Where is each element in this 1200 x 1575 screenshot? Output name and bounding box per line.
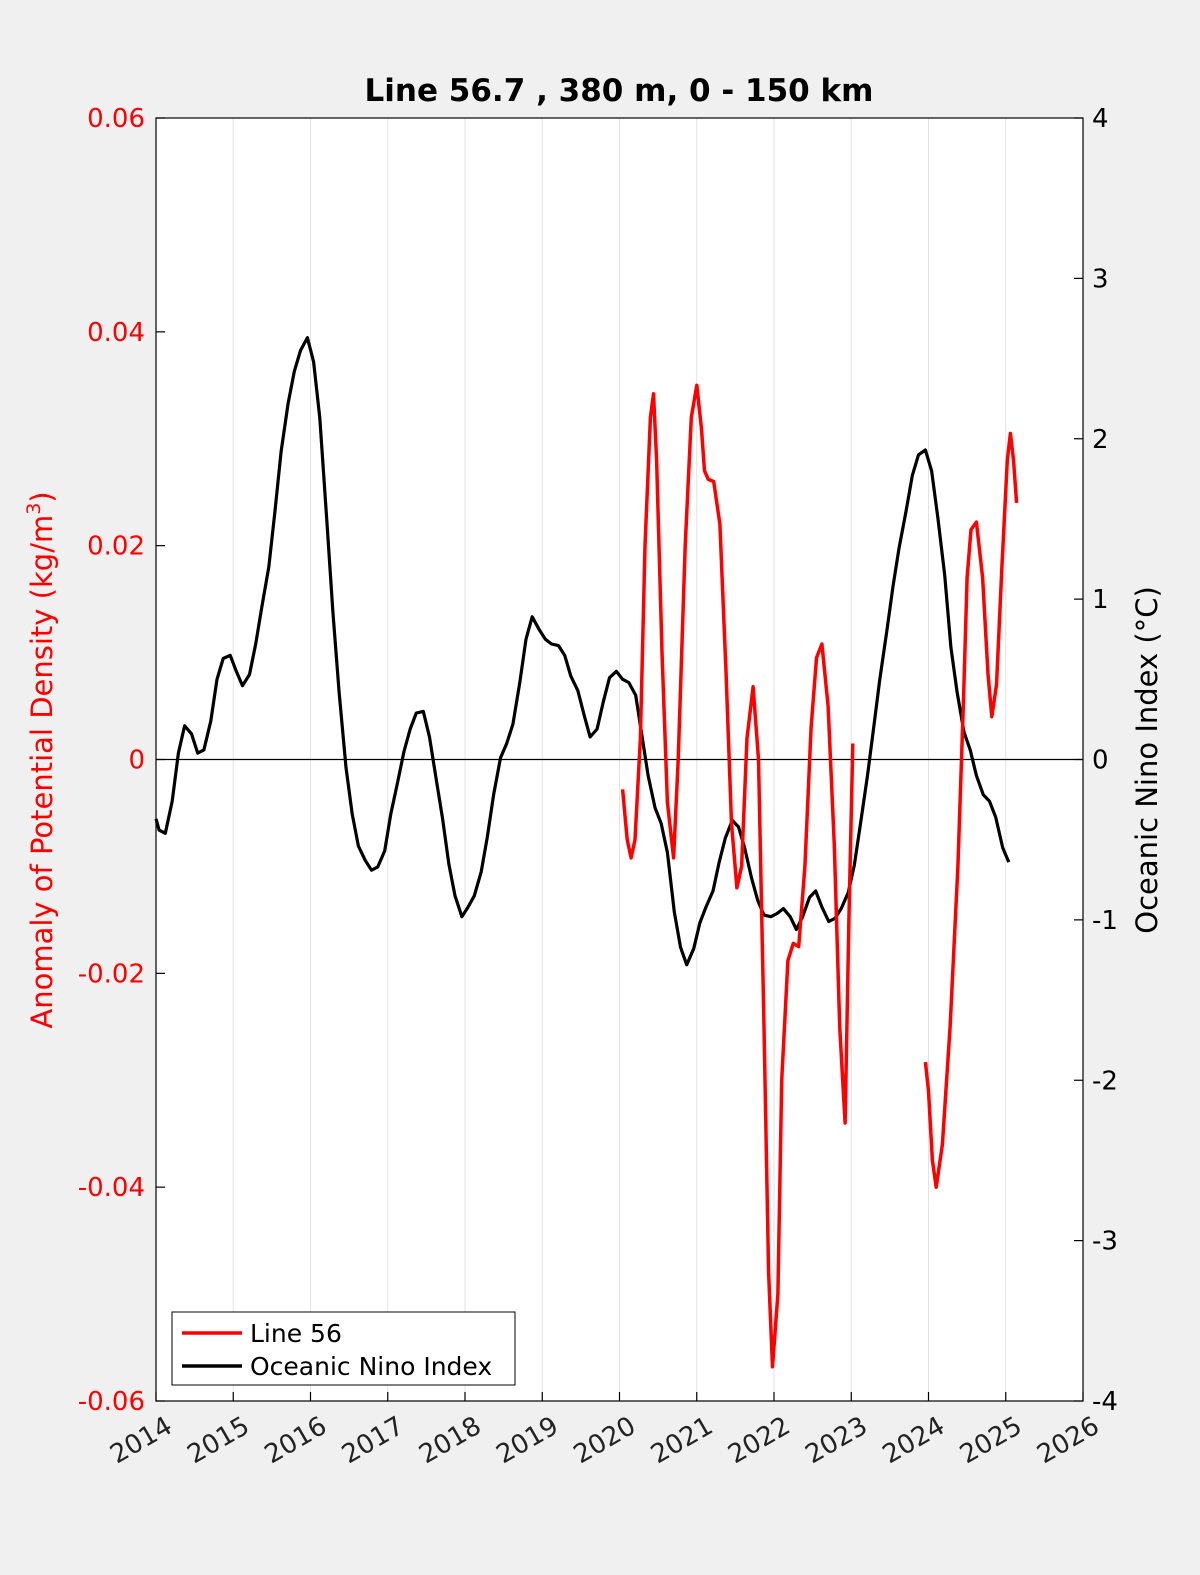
- legend-box: [171, 1311, 516, 1386]
- legend-label-line56: Line 56: [250, 1319, 342, 1348]
- x-tick-label: 2018: [414, 1411, 486, 1470]
- y-right-tick-label: -2: [1092, 1066, 1118, 1096]
- series-line-line-56: [923, 431, 1019, 1189]
- x-tick-label: 2014: [105, 1411, 177, 1470]
- x-tick-label: 2026: [1032, 1411, 1104, 1470]
- y-right-tick-label: 0: [1092, 746, 1109, 776]
- y-right-tick-label: 3: [1092, 264, 1109, 294]
- x-tick-label: 2017: [337, 1411, 409, 1470]
- x-tick-label: 2015: [182, 1411, 254, 1470]
- x-tick-label: 2020: [569, 1411, 641, 1470]
- y-left-tick-label: 0.04: [87, 318, 145, 348]
- y-right-tick-label: 1: [1092, 585, 1109, 615]
- series-line-line-56: [620, 383, 855, 1369]
- x-tick-label: 2016: [260, 1411, 332, 1470]
- left-axis-label-close: ): [25, 491, 59, 502]
- y-right-tick-label: -3: [1092, 1227, 1118, 1257]
- series-lines: [154, 336, 1019, 1369]
- y-left-tick-label: 0.02: [87, 532, 145, 562]
- y-left-tick-label: 0.06: [87, 104, 145, 134]
- y-right-tick-label: -4: [1092, 1387, 1118, 1417]
- x-tick-label: 2024: [878, 1411, 950, 1470]
- y-left-tick-label: -0.04: [78, 1173, 145, 1203]
- y-right-tick-label: 4: [1092, 104, 1109, 134]
- y-left-tick-label: -0.02: [78, 959, 145, 989]
- x-tick-label: 2025: [955, 1411, 1027, 1470]
- y-left-tick-label: -0.06: [78, 1387, 145, 1417]
- legend: Line 56 Oceanic Nino Index: [171, 1311, 516, 1386]
- right-axis-label: Oceanic Nino Index (°C): [1130, 586, 1164, 934]
- legend-label-oni: Oceanic Nino Index: [250, 1352, 492, 1381]
- x-tick-label: 2023: [800, 1411, 872, 1470]
- y-right-tick-label: 2: [1092, 425, 1109, 455]
- series-line-oceanic-nino-index: [154, 336, 1011, 967]
- left-axis-label-superscript: 3: [23, 503, 45, 515]
- left-axis-label-main: Anomaly of Potential Density (kg/m: [25, 515, 59, 1029]
- x-tick-label: 2022: [723, 1411, 795, 1470]
- x-tick-label: 2021: [646, 1411, 718, 1470]
- y-left-tick-label: 0: [128, 746, 145, 776]
- y-right-tick-label: -1: [1092, 906, 1118, 936]
- left-axis-label: Anomaly of Potential Density (kg/m3): [23, 491, 59, 1028]
- x-tick-label: 2019: [491, 1411, 563, 1470]
- chart-title: Line 56.7 , 380 m, 0 - 150 km: [365, 73, 874, 109]
